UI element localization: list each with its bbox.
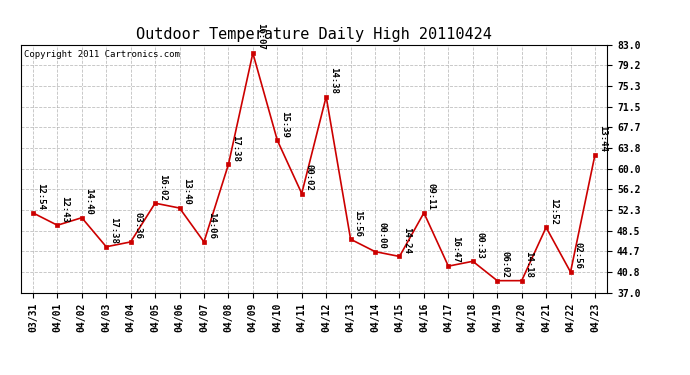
Text: 12:43: 12:43 — [60, 196, 69, 222]
Text: 14:06: 14:06 — [207, 212, 216, 239]
Text: 14:18: 14:18 — [524, 251, 533, 278]
Text: 14:24: 14:24 — [402, 227, 411, 254]
Title: Outdoor Temperature Daily High 20110424: Outdoor Temperature Daily High 20110424 — [136, 27, 492, 42]
Text: 00:33: 00:33 — [475, 232, 484, 258]
Text: 16:47: 16:47 — [451, 237, 460, 263]
Text: 16:02: 16:02 — [158, 174, 167, 200]
Text: 15:39: 15:39 — [280, 111, 289, 138]
Text: 12:54: 12:54 — [36, 183, 45, 210]
Text: 00:02: 00:02 — [304, 164, 313, 191]
Text: 02:56: 02:56 — [573, 242, 582, 269]
Text: 03:36: 03:36 — [133, 212, 142, 239]
Text: 09:11: 09:11 — [426, 183, 435, 210]
Text: 17:38: 17:38 — [109, 217, 118, 244]
Text: 17:38: 17:38 — [231, 135, 240, 162]
Text: 12:52: 12:52 — [549, 198, 558, 225]
Text: 00:00: 00:00 — [378, 222, 387, 249]
Text: 14:38: 14:38 — [329, 67, 338, 94]
Text: 06:02: 06:02 — [500, 251, 509, 278]
Text: 13:44: 13:44 — [598, 125, 607, 152]
Text: 13:40: 13:40 — [182, 178, 191, 205]
Text: 15:56: 15:56 — [353, 210, 362, 237]
Text: Copyright 2011 Cartronics.com: Copyright 2011 Cartronics.com — [23, 50, 179, 59]
Text: 14:40: 14:40 — [85, 188, 94, 215]
Text: 16:07: 16:07 — [255, 23, 265, 50]
